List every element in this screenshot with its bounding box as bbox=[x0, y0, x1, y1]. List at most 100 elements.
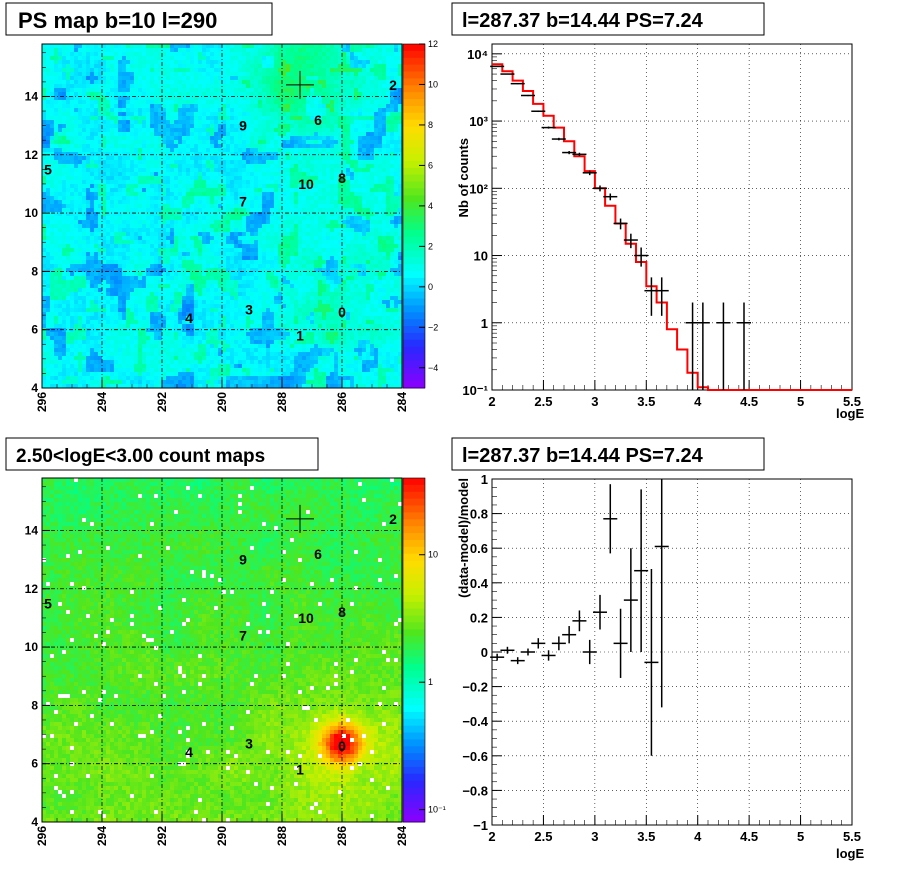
heatmap-cell bbox=[186, 260, 191, 265]
heatmap-cell bbox=[78, 148, 83, 153]
heatmap-cell bbox=[62, 348, 67, 353]
heatmap-cell bbox=[246, 244, 251, 249]
heatmap-cell bbox=[110, 344, 115, 349]
heatmap-cell bbox=[170, 372, 175, 377]
heatmap-cell bbox=[146, 196, 151, 201]
heatmap-cell bbox=[82, 340, 87, 345]
heatmap-cell bbox=[98, 376, 103, 381]
heatmap-cell bbox=[154, 216, 159, 221]
heatmap-cell bbox=[58, 348, 63, 353]
heatmap-cell bbox=[130, 172, 135, 177]
heatmap-cell bbox=[138, 200, 143, 205]
heatmap-cell bbox=[114, 356, 119, 361]
heatmap-cell bbox=[206, 300, 211, 305]
heatmap-cell bbox=[62, 116, 67, 121]
heatmap-cell bbox=[186, 240, 191, 245]
heatmap-cell bbox=[122, 60, 127, 65]
heatmap-cell bbox=[190, 64, 195, 69]
heatmap-cell bbox=[50, 160, 55, 165]
heatmap-cell bbox=[122, 148, 127, 153]
heatmap-cell bbox=[202, 356, 207, 361]
heatmap-cell bbox=[266, 360, 271, 365]
heatmap-cell bbox=[222, 244, 227, 249]
heatmap-cell bbox=[102, 60, 107, 65]
heatmap-cell bbox=[118, 184, 123, 189]
heatmap-cell bbox=[146, 328, 151, 333]
heatmap-cell bbox=[222, 272, 227, 277]
heatmap-cell bbox=[142, 212, 147, 217]
heatmap-cell bbox=[210, 100, 215, 105]
heatmap-cell bbox=[214, 72, 219, 77]
heatmap-cell bbox=[58, 304, 63, 309]
heatmap-cell bbox=[138, 384, 143, 389]
heatmap-cell bbox=[86, 56, 91, 61]
heatmap-cell bbox=[186, 244, 191, 249]
heatmap-cell bbox=[90, 304, 95, 309]
heatmap-cell bbox=[50, 336, 55, 341]
heatmap-cell bbox=[174, 284, 179, 289]
heatmap-cell bbox=[254, 236, 259, 241]
heatmap-cell bbox=[74, 288, 79, 293]
heatmap-cell bbox=[182, 104, 187, 109]
heatmap-cell bbox=[262, 140, 267, 145]
heatmap-cell bbox=[62, 352, 67, 357]
heatmap-cell bbox=[102, 120, 107, 125]
heatmap-cell bbox=[54, 64, 59, 69]
heatmap-cell bbox=[86, 312, 91, 317]
heatmap-cell bbox=[118, 232, 123, 237]
heatmap-cell bbox=[166, 224, 171, 229]
heatmap-cell bbox=[262, 100, 267, 105]
heatmap-cell bbox=[134, 212, 139, 217]
heatmap-cell bbox=[146, 172, 151, 177]
heatmap-cell bbox=[190, 300, 195, 305]
heatmap-cell bbox=[218, 84, 223, 89]
heatmap-cell bbox=[246, 172, 251, 177]
heatmap-cell bbox=[186, 136, 191, 141]
heatmap-cell bbox=[194, 140, 199, 145]
heatmap-cell bbox=[226, 80, 231, 85]
heatmap-cell bbox=[198, 352, 203, 357]
heatmap-cell bbox=[110, 316, 115, 321]
heatmap-cell bbox=[174, 288, 179, 293]
heatmap-cell bbox=[54, 380, 59, 385]
heatmap-cell bbox=[102, 384, 107, 389]
heatmap-cell bbox=[258, 256, 263, 261]
heatmap-cell bbox=[142, 256, 147, 261]
heatmap-cell bbox=[238, 364, 243, 369]
heatmap-cell bbox=[194, 296, 199, 301]
heatmap-cell bbox=[42, 252, 47, 257]
heatmap-cell bbox=[266, 116, 271, 121]
heatmap-cell bbox=[250, 272, 255, 277]
heatmap-cell bbox=[238, 336, 243, 341]
heatmap-cell bbox=[206, 296, 211, 301]
heatmap-cell bbox=[82, 84, 87, 89]
heatmap-cell bbox=[262, 344, 267, 349]
heatmap-cell bbox=[202, 160, 207, 165]
heatmap-cell bbox=[90, 172, 95, 177]
heatmap-cell bbox=[106, 384, 111, 389]
heatmap-cell bbox=[138, 356, 143, 361]
heatmap-cell bbox=[102, 68, 107, 73]
heatmap-cell bbox=[202, 152, 207, 157]
heatmap-cell bbox=[206, 360, 211, 365]
heatmap-cell bbox=[166, 296, 171, 301]
heatmap-cell bbox=[46, 284, 51, 289]
heatmap-cell bbox=[194, 372, 199, 377]
heatmap-cell bbox=[238, 204, 243, 209]
heatmap-cell bbox=[138, 272, 143, 277]
heatmap-cell bbox=[98, 188, 103, 193]
heatmap-cell bbox=[58, 276, 63, 281]
heatmap-cell bbox=[198, 116, 203, 121]
heatmap-cell bbox=[106, 368, 111, 373]
heatmap-cell bbox=[190, 148, 195, 153]
heatmap-cell bbox=[258, 68, 263, 73]
heatmap-cell bbox=[54, 348, 59, 353]
heatmap-cell bbox=[82, 384, 87, 389]
heatmap-cell bbox=[42, 208, 47, 213]
heatmap-cell bbox=[218, 348, 223, 353]
heatmap-cell bbox=[190, 280, 195, 285]
heatmap-cell bbox=[218, 132, 223, 137]
heatmap-cell bbox=[150, 204, 155, 209]
heatmap-cell bbox=[102, 356, 107, 361]
heatmap-cell bbox=[82, 148, 87, 153]
